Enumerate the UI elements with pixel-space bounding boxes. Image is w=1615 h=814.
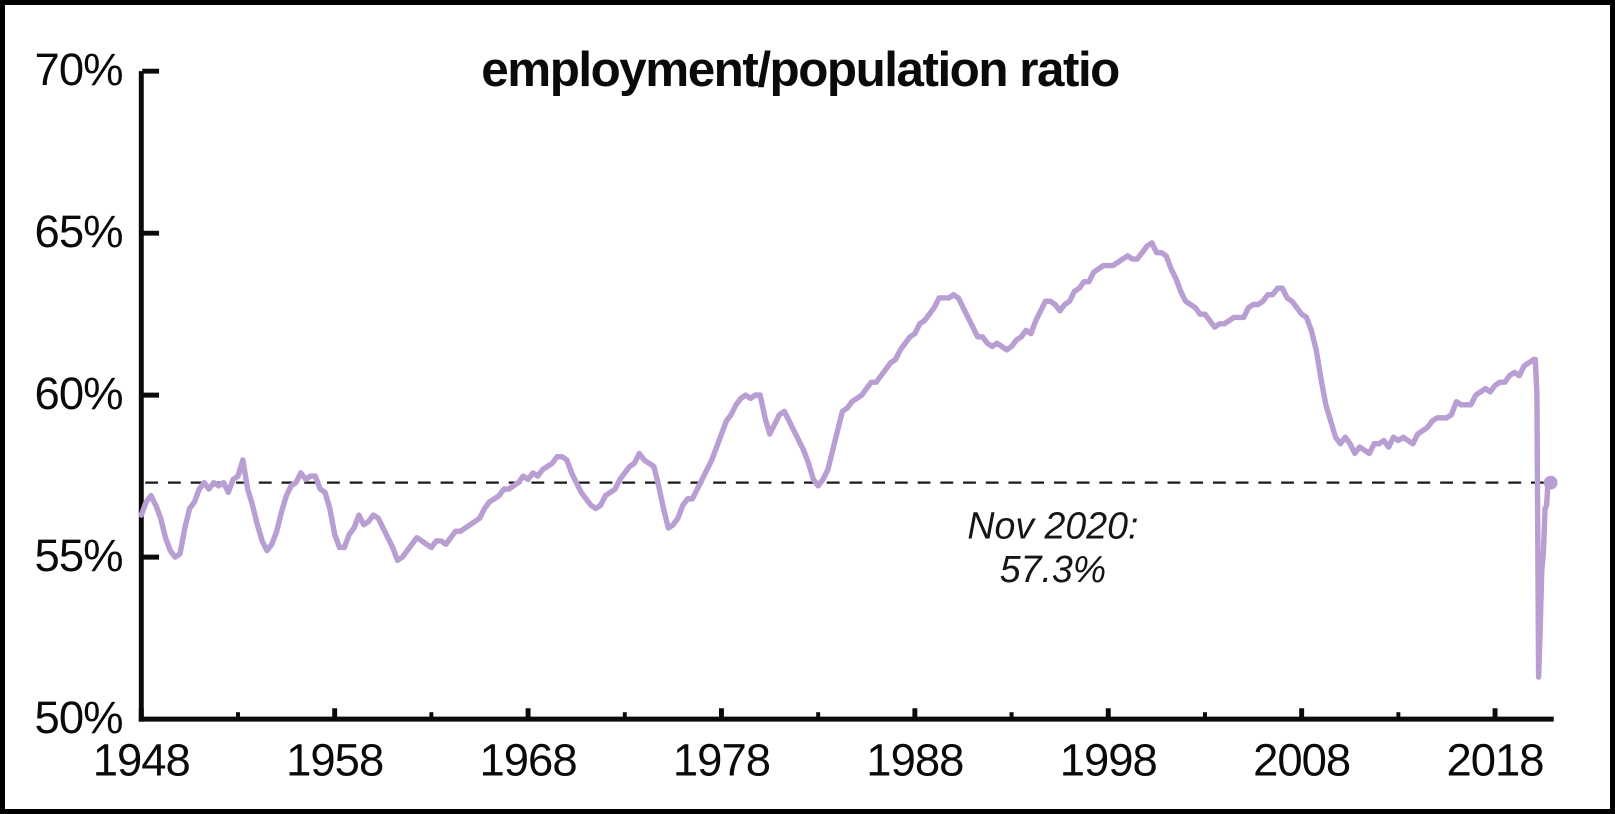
x-tick-label: 1958 [286,734,383,785]
y-tick-label: 65% [35,206,123,257]
x-tick-label: 2008 [1253,734,1350,785]
x-tick-label: 1988 [866,734,963,785]
x-tick-label: 2018 [1446,734,1543,785]
endpoint-dot [1543,475,1558,490]
chart-title: employment/population ratio [481,42,1119,97]
x-tick-label: 1968 [480,734,577,785]
y-tick-label: 50% [35,692,123,743]
x-tick-label: 1978 [673,734,770,785]
series-group [138,240,1558,680]
employment-population-ratio-chart: 1948 1958 1968 1978 1988 1998 2008 2018 70% 65% 60… [35,42,1558,785]
annotation-line-1: Nov 2020: [967,504,1138,546]
y-tick-label: 60% [35,368,123,419]
y-tick-label: 55% [35,530,123,581]
annotation-line-2: 57.3% [1000,548,1106,590]
y-tick-label: 70% [35,44,123,95]
axes-group: 1948 1958 1968 1978 1988 1998 2008 2018 70% 65% 60… [35,44,1554,785]
x-tick-label: 1998 [1060,734,1157,785]
x-tick-label: 1948 [93,734,190,785]
employment-population-line [138,240,1554,680]
